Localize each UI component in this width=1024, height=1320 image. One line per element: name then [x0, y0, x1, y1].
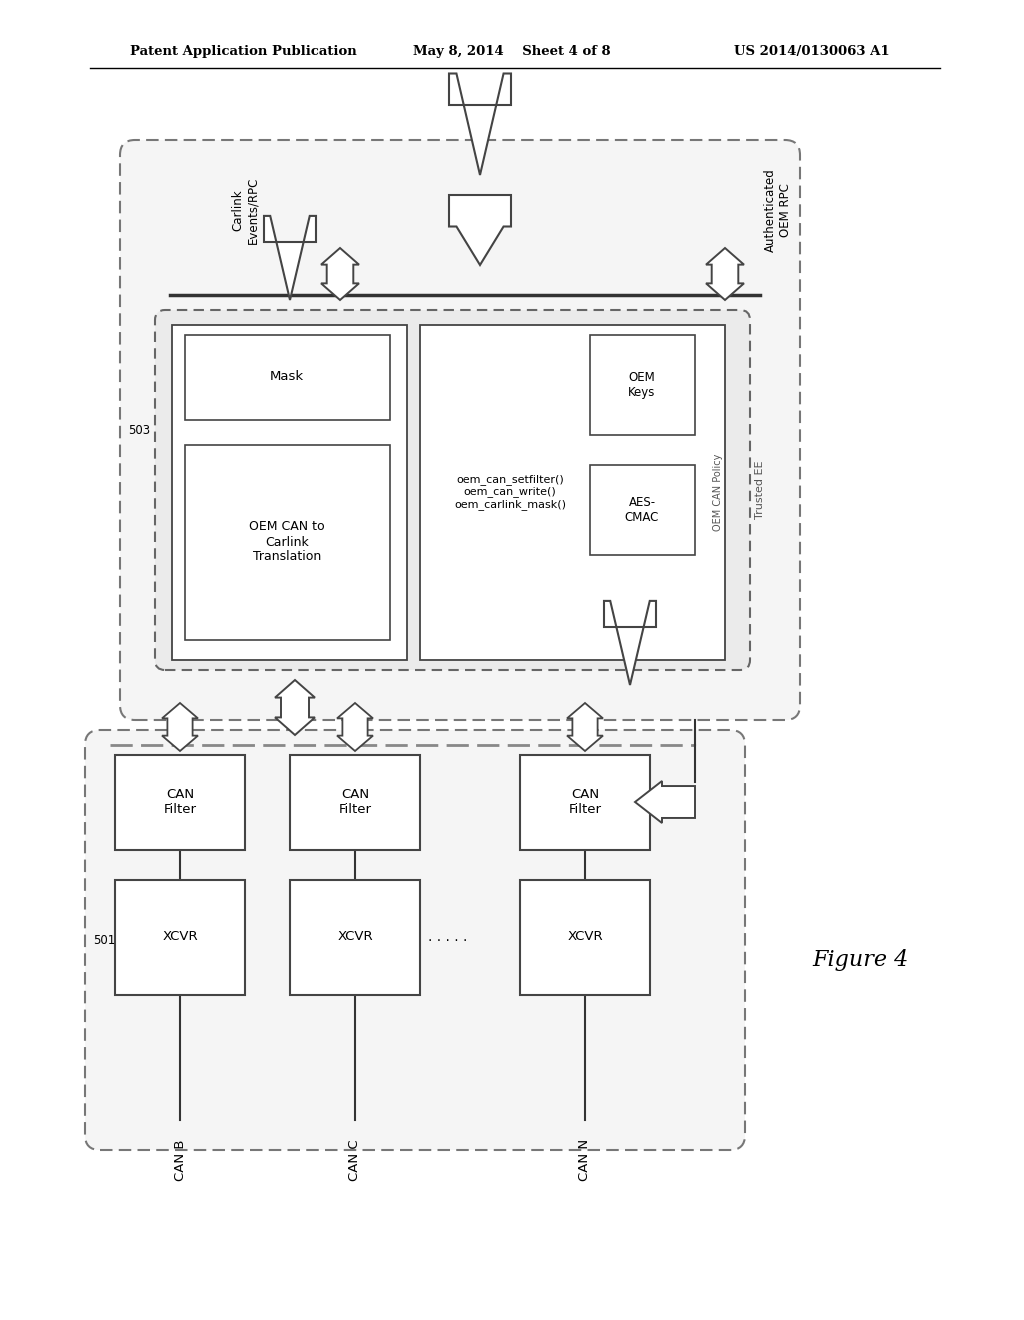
Polygon shape [275, 680, 315, 735]
Bar [590, 335, 695, 436]
Text: Mask: Mask [270, 371, 304, 384]
Text: OEM CAN Policy: OEM CAN Policy [713, 453, 723, 531]
Text: US 2014/0130063 A1: US 2014/0130063 A1 [734, 45, 890, 58]
Polygon shape [162, 704, 198, 751]
Text: oem_can_setfilter()
oem_can_write()
oem_carlink_mask(): oem_can_setfilter() oem_can_write() oem_… [454, 474, 566, 510]
Text: XCVR: XCVR [337, 931, 373, 944]
Polygon shape [567, 704, 603, 751]
Text: Carlink
Events/RPC: Carlink Events/RPC [231, 177, 259, 244]
Bar [185, 445, 390, 640]
Text: AES-
CMAC: AES- CMAC [625, 496, 659, 524]
Bar [290, 755, 420, 850]
Text: Trusted EE: Trusted EE [755, 461, 765, 519]
Polygon shape [604, 601, 656, 685]
Text: CAN B: CAN B [173, 1139, 186, 1181]
Bar [185, 335, 390, 420]
Polygon shape [449, 74, 511, 176]
Text: . . . . .: . . . . . [428, 931, 468, 944]
Text: Patent Application Publication: Patent Application Publication [130, 45, 356, 58]
Text: Figure 4: Figure 4 [812, 949, 908, 972]
Polygon shape [449, 195, 511, 265]
Bar [172, 325, 407, 660]
Text: XCVR: XCVR [567, 931, 603, 944]
Text: Authenticated
OEM RPC: Authenticated OEM RPC [764, 168, 792, 252]
Text: 501: 501 [93, 933, 116, 946]
Polygon shape [706, 248, 744, 300]
Text: OEM CAN to
Carlink
Translation: OEM CAN to Carlink Translation [249, 520, 325, 564]
Bar [115, 880, 245, 995]
Polygon shape [635, 781, 695, 822]
Polygon shape [321, 248, 359, 300]
Polygon shape [264, 216, 316, 300]
Polygon shape [337, 704, 373, 751]
Text: CAN
Filter: CAN Filter [339, 788, 372, 816]
Bar [115, 755, 245, 850]
Text: CAN
Filter: CAN Filter [568, 788, 601, 816]
FancyBboxPatch shape [85, 730, 745, 1150]
Bar [590, 465, 695, 554]
Bar [420, 325, 725, 660]
Text: 503: 503 [128, 424, 151, 437]
Bar [520, 880, 650, 995]
Bar [290, 880, 420, 995]
Bar [520, 755, 650, 850]
FancyBboxPatch shape [120, 140, 800, 719]
Text: CAN C: CAN C [348, 1139, 361, 1181]
FancyBboxPatch shape [155, 310, 750, 671]
Text: May 8, 2014    Sheet 4 of 8: May 8, 2014 Sheet 4 of 8 [414, 45, 610, 58]
Text: CAN N: CAN N [579, 1139, 592, 1181]
Text: XCVR: XCVR [162, 931, 198, 944]
Text: OEM
Keys: OEM Keys [629, 371, 655, 399]
Text: CAN
Filter: CAN Filter [164, 788, 197, 816]
